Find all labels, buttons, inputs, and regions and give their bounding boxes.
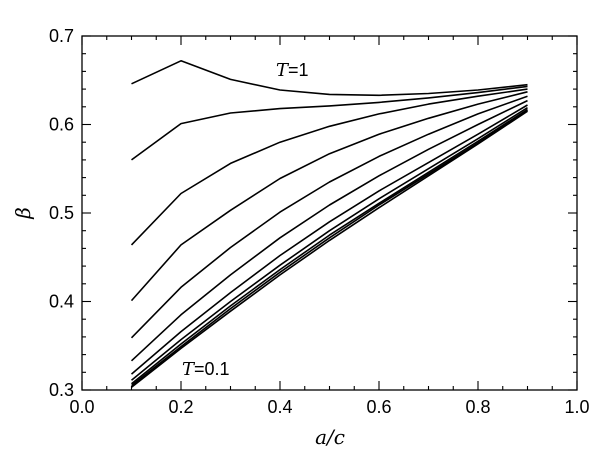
x-tick-label: 0.2: [168, 397, 193, 417]
axis-ticks: [81, 35, 578, 391]
series-line-11: [131, 110, 528, 388]
y-tick-label: 0.7: [49, 26, 74, 46]
x-tick-label: 0.0: [69, 397, 94, 417]
y-tick-label: 0.3: [49, 380, 74, 400]
x-tick-label: 0.8: [465, 397, 490, 417]
y-tick-label: 0.4: [49, 292, 74, 312]
series-line-10: [131, 109, 528, 387]
series-line-6: [130, 99, 528, 362]
series-line-4: [130, 91, 528, 302]
series-line-9: [130, 108, 528, 385]
x-tick-label: 0.6: [366, 397, 391, 417]
annotation-bottom: T=0.1: [182, 359, 230, 380]
x-tick-label: 1.0: [564, 397, 589, 417]
series-line-1: [131, 59, 528, 97]
series-line-2: [131, 85, 528, 161]
y-tick-label: 0.5: [49, 203, 74, 223]
series-line-3: [130, 88, 528, 246]
tick-labels: 0.0 0.2 0.4 0.6 0.8 1.0 0.3 0.4 0.5 0.6 0.7: [49, 26, 590, 417]
annotation-top: T=1: [276, 60, 309, 81]
x-tick-label: 0.4: [267, 397, 292, 417]
series-group: [130, 59, 528, 388]
y-tick-label: 0.6: [49, 115, 74, 135]
x-axis-title: a/c: [315, 425, 345, 449]
series-line-5: [130, 95, 528, 339]
series-line-7: [130, 104, 528, 375]
series-line-8: [130, 107, 528, 381]
y-axis-title: β: [11, 207, 35, 220]
